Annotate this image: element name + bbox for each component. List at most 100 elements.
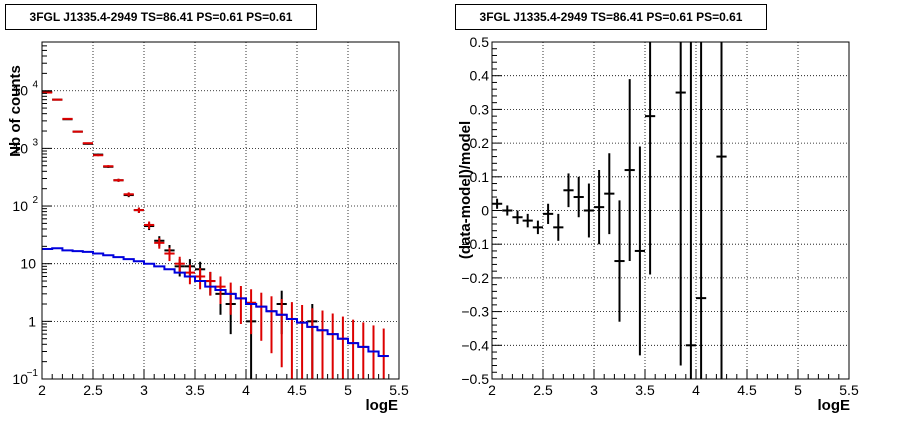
model-point — [174, 256, 185, 274]
x-tick-label: 3.5 — [635, 382, 655, 398]
right-axes: 2 2.5 3 3.5 4 4.5 5 5.5 −0.5 −0.4 −0.3 −0.2 −0.1 0 0.1… — [461, 34, 859, 398]
left-xlabel: logE — [366, 397, 399, 414]
y-tick-label: 10 — [12, 371, 28, 387]
y-tick-label: −0.3 — [461, 304, 489, 320]
right-title: 3FGL J1335.4-2949 TS=86.41 PS=0.61 PS=0.… — [455, 4, 767, 30]
y-tick-label: −0.2 — [461, 270, 489, 286]
data-point — [583, 183, 594, 238]
model-point — [337, 316, 348, 379]
data-point — [716, 42, 727, 379]
model-point — [256, 292, 267, 341]
data-point — [573, 176, 584, 218]
right-grid — [492, 42, 849, 379]
right-ylabel: (data-model)/model — [457, 121, 474, 259]
y-tick-label: 10 — [20, 256, 36, 272]
model-point — [62, 117, 73, 120]
x-tick-label: 4.5 — [287, 382, 307, 398]
data-point — [624, 79, 635, 262]
model-point — [286, 302, 297, 379]
data-point — [594, 170, 605, 245]
model-point — [276, 299, 287, 368]
model-point — [52, 98, 63, 101]
left-frame — [41, 41, 400, 380]
y-tick-label: 0.5 — [470, 34, 490, 50]
model-step-line — [42, 247, 389, 358]
model-point — [82, 142, 93, 145]
model-point — [235, 286, 246, 324]
data-point — [522, 213, 533, 228]
data-point — [512, 210, 523, 224]
model-point — [266, 296, 277, 354]
model-point — [205, 271, 216, 296]
y-tick-label: 10 — [12, 83, 28, 99]
model-point — [144, 221, 155, 229]
x-tick-label: 5.5 — [839, 382, 859, 398]
data-point — [634, 146, 645, 356]
x-tick-label: 3 — [590, 382, 598, 398]
x-tick-label: 2 — [488, 382, 496, 398]
y-tick-label: 0.2 — [470, 135, 490, 151]
right-data — [492, 42, 727, 379]
data-point — [604, 153, 615, 235]
model-point — [72, 130, 83, 133]
y-tick-label: 0.1 — [470, 169, 490, 185]
data-point — [675, 42, 686, 366]
model-point — [164, 247, 175, 262]
model-point — [297, 305, 308, 379]
x-tick-label: 2 — [38, 382, 46, 398]
model-point — [103, 165, 114, 168]
y-tick-label: 10 — [12, 198, 28, 214]
y-tick-label: 0.3 — [470, 101, 490, 117]
data-point — [696, 42, 707, 379]
model-point — [123, 192, 134, 197]
right-xlabel: logE — [818, 397, 851, 414]
x-tick-label: 4 — [692, 382, 700, 398]
data-point — [614, 200, 625, 322]
data-point — [685, 42, 696, 379]
x-tick-label: 3.5 — [185, 382, 205, 398]
model-point — [113, 178, 124, 182]
y-tick-label: −0.1 — [461, 236, 489, 252]
y-tick-label: 10 — [12, 140, 28, 156]
model-point — [195, 268, 206, 290]
data-point — [563, 173, 574, 208]
left-data — [42, 91, 389, 379]
model-point — [348, 319, 359, 379]
y-tick-exponent: 4 — [32, 80, 38, 91]
y-tick-label: −0.4 — [461, 337, 489, 353]
model-point — [317, 310, 328, 379]
data-point — [543, 203, 554, 224]
y-tick-exponent: 2 — [32, 195, 38, 206]
y-tick-label: 0 — [481, 203, 489, 219]
model-point — [327, 313, 338, 379]
model-point — [307, 308, 318, 379]
model-point — [133, 207, 144, 213]
model-point — [225, 282, 236, 315]
residual-plot: 2 2.5 3 3.5 4 4.5 5 5.5 −0.5 −0.4 −0.3 −0.2 −0.1 0 0.1… — [457, 34, 859, 414]
model-point — [358, 322, 369, 379]
y-tick-label: 0.4 — [470, 68, 490, 84]
y-tick-exponent: 3 — [32, 137, 38, 148]
data-point — [532, 220, 543, 235]
x-tick-label: 4.5 — [737, 382, 757, 398]
x-tick-label: 4 — [242, 382, 250, 398]
x-tick-label: 2.5 — [533, 382, 553, 398]
left-ylabel: Nb of counts — [7, 65, 24, 157]
left-title: 3FGL J1335.4-2949 TS=86.41 PS=0.61 PS=0.… — [5, 4, 317, 30]
model-point — [42, 91, 53, 94]
model-point — [154, 238, 165, 249]
x-tick-label: 5 — [794, 382, 802, 398]
data-point — [645, 42, 656, 275]
x-tick-label: 3 — [140, 382, 148, 398]
y-tick-exponent: −1 — [27, 368, 39, 379]
model-point — [93, 154, 104, 157]
model-point — [246, 289, 257, 335]
x-tick-label: 5 — [344, 382, 352, 398]
left-grid — [42, 42, 399, 379]
x-tick-label: 5.5 — [389, 382, 409, 398]
y-tick-label: −0.5 — [461, 371, 489, 387]
model-point — [378, 328, 389, 379]
